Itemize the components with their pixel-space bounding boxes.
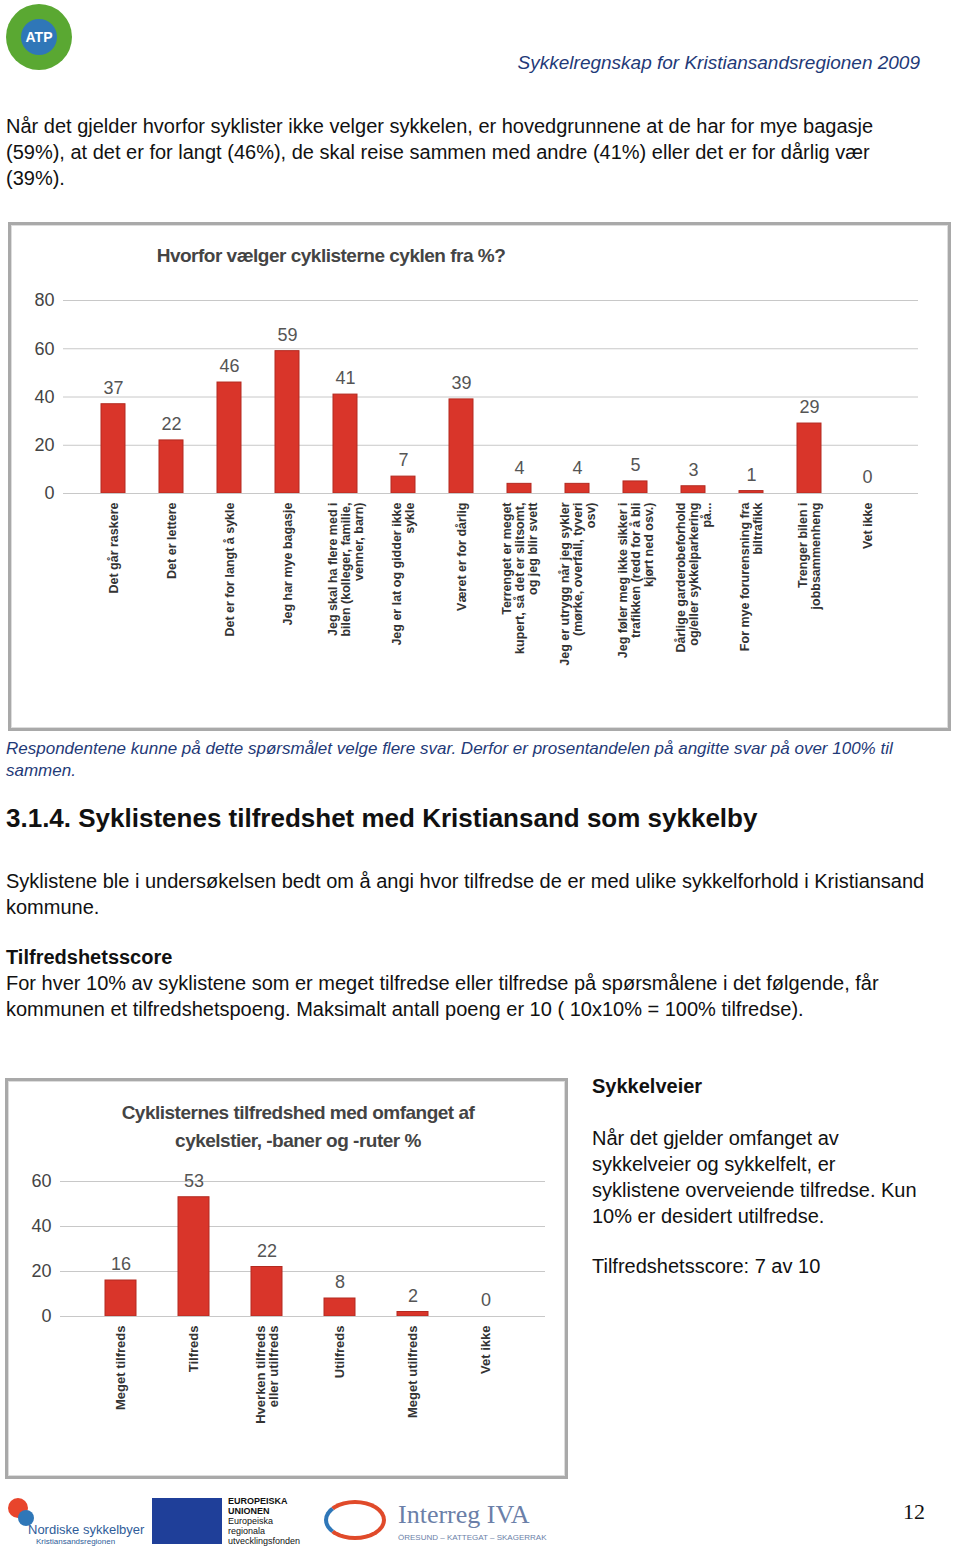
svg-text:16: 16 xyxy=(111,1254,131,1274)
html-text:Tilfredshetsscore: Tilfredshetsscore xyxy=(6,946,173,968)
html-text:Tilfredshetsscore: 7 av 10: Tilfredshetsscore: 7 av 10 xyxy=(592,1255,821,1277)
html-text:ÖRESUND – KATTEGAT – SKAGERRAK: ÖRESUND – KATTEGAT – SKAGERRAK xyxy=(398,1533,547,1542)
html-text:Cyklisternes tilfredshed med o: Cyklisternes tilfredshed med omfanget af… xyxy=(121,1102,475,1151)
svg-text:60: 60 xyxy=(34,339,54,359)
svg-text:41: 41 xyxy=(335,368,355,388)
svg-text:7: 7 xyxy=(398,450,408,470)
html-text:Sykkelveier: Sykkelveier xyxy=(592,1075,703,1097)
svg-text:40: 40 xyxy=(31,1216,51,1236)
svg-text:Det er for langt å sykle: Det er for langt å sykle xyxy=(223,502,237,636)
html-text:3.1.4. Syklistenes tilfredshet: 3.1.4. Syklistenes tilfredshet med Krist… xyxy=(6,803,758,833)
svg-text:4: 4 xyxy=(514,458,524,478)
svg-text:40: 40 xyxy=(34,387,54,407)
html-text:Hvorfor vælger cyklisterne cyk: Hvorfor vælger cyklisterne cyklen fra %? xyxy=(156,245,506,266)
svg-text:22: 22 xyxy=(161,414,181,434)
svg-text:Det går raskere: Det går raskere xyxy=(107,502,121,593)
svg-text:Jeg har mye bagasje: Jeg har mye bagasje xyxy=(281,502,295,625)
svg-text:2: 2 xyxy=(408,1286,418,1306)
html-text:Respondentene kunne på dette s: Respondentene kunne på dette spørsmålet … xyxy=(6,739,893,780)
svg-text:80: 80 xyxy=(34,290,54,310)
svg-text:60: 60 xyxy=(31,1171,51,1191)
svg-text:Utilfreds: Utilfreds xyxy=(332,1326,347,1379)
svg-text:5: 5 xyxy=(630,455,640,475)
html-text:Når det gjelder hvorfor syklis: Når det gjelder hvorfor syklister ikke v… xyxy=(6,115,874,189)
svg-text:1: 1 xyxy=(746,465,756,485)
svg-text:Jeg er utrygg når jeg sykler(m: Jeg er utrygg når jeg sykler(mørke, over… xyxy=(558,502,598,665)
svg-text:37: 37 xyxy=(103,378,123,398)
svg-text:46: 46 xyxy=(219,356,239,376)
svg-text:20: 20 xyxy=(34,435,54,455)
html-text:Når det gjelder omfanget av sy: Når det gjelder omfanget av sykkelveier … xyxy=(592,1127,917,1227)
svg-text:0: 0 xyxy=(44,483,54,503)
svg-text:3: 3 xyxy=(688,460,698,480)
html-text:EUROPEISKA UNIONEN: EUROPEISKA UNIONEN xyxy=(228,1496,288,1516)
html-text:Sykkelregnskap for Kristiansan: Sykkelregnskap for Kristiansandsregionen… xyxy=(517,52,920,73)
svg-text:53: 53 xyxy=(184,1171,204,1191)
html-text:Interreg IVA: Interreg IVA xyxy=(398,1500,530,1529)
svg-text:59: 59 xyxy=(277,325,297,345)
svg-text:Jeg skal ha flere med ibilen (: Jeg skal ha flere med ibilen (kolleger, … xyxy=(326,503,366,637)
svg-text:0: 0 xyxy=(481,1290,491,1310)
svg-text:8: 8 xyxy=(335,1272,345,1292)
svg-text:22: 22 xyxy=(257,1241,277,1261)
svg-text:Trenger bilen ijobbsammenheng: Trenger bilen ijobbsammenheng xyxy=(796,503,823,611)
svg-text:39: 39 xyxy=(451,373,471,393)
svg-text:Hverken tilfredseller utilfred: Hverken tilfredseller utilfreds xyxy=(253,1326,282,1424)
svg-text:Vet ikke: Vet ikke xyxy=(478,1326,493,1374)
svg-text:29: 29 xyxy=(799,397,819,417)
svg-text:20: 20 xyxy=(31,1261,51,1281)
html-text:For hver 10% av syklistene som: For hver 10% av syklistene som er meget … xyxy=(6,972,879,1020)
svg-text:0: 0 xyxy=(862,467,872,487)
html-text:Nordiske sykkelbyer: Nordiske sykkelbyer xyxy=(28,1522,145,1537)
svg-text:Vet ikke: Vet ikke xyxy=(861,502,875,549)
svg-text:Været er for dårlig: Været er for dårlig xyxy=(455,503,469,611)
html-text:Kristiansandsregionen: Kristiansandsregionen xyxy=(36,1537,116,1546)
svg-text:0: 0 xyxy=(41,1306,51,1326)
html-text:ATP: ATP xyxy=(25,29,53,45)
html-text:Europeiska regionala utvecklin: Europeiska regionala utvecklingsfonden xyxy=(228,1516,301,1546)
svg-text:Meget utilfreds: Meget utilfreds xyxy=(405,1326,420,1418)
svg-text:Jeg er lat og gidder ikkesykle: Jeg er lat og gidder ikkesykle xyxy=(390,502,417,645)
svg-text:Jeg føler meg ikke sikker itra: Jeg føler meg ikke sikker itrafikken (re… xyxy=(616,503,656,659)
svg-text:For mye forurensning frabiltra: For mye forurensning frabiltrafikk xyxy=(738,501,765,651)
svg-text:Det er lettere: Det er lettere xyxy=(165,502,179,578)
html-text:12: 12 xyxy=(903,1499,925,1524)
svg-text:4: 4 xyxy=(572,458,582,478)
svg-text:Dårlige garderobeforholdog/ell: Dårlige garderobeforholdog/eller sykkelp… xyxy=(674,503,714,653)
svg-text:Meget tilfreds: Meget tilfreds xyxy=(113,1326,128,1411)
svg-text:Tilfreds: Tilfreds xyxy=(186,1326,201,1373)
svg-text:Terrenget er megetkupert, så d: Terrenget er megetkupert, så det er slit… xyxy=(500,502,540,654)
html-text:Syklistene ble i undersøkelsen: Syklistene ble i undersøkelsen bedt om å… xyxy=(6,870,925,918)
